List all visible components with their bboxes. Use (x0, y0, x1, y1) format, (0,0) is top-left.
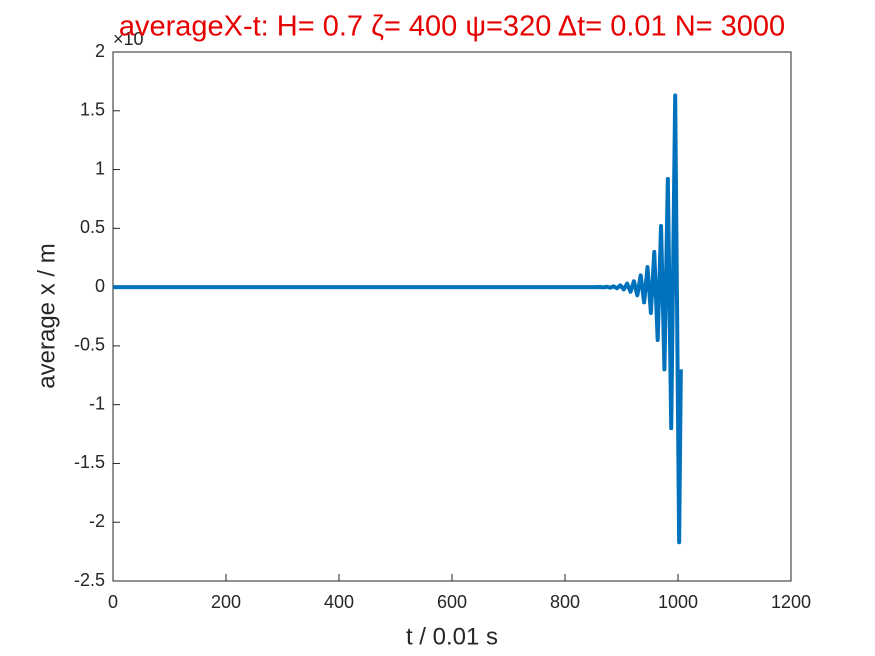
exponent-label: ×10 (113, 29, 144, 49)
y-tick-label: -2 (89, 511, 105, 531)
y-tick-label: -0.5 (74, 335, 105, 355)
y-tick-label: -1 (89, 393, 105, 413)
y-tick-label: 0.5 (80, 217, 105, 237)
y-tick-label: 0 (95, 276, 105, 296)
plot-area (112, 51, 792, 582)
x-tick-label: 1000 (658, 592, 698, 612)
y-tick-label: 2 (95, 41, 105, 61)
x-tick-label: 1200 (771, 592, 811, 612)
data-line (113, 93, 683, 545)
y-tick-label: -2.5 (74, 570, 105, 590)
y-axis-label: average x / m (33, 243, 60, 388)
y-tick-label: -1.5 (74, 452, 105, 472)
x-tick-label: 600 (437, 592, 467, 612)
y-tick-label: 1 (95, 158, 105, 178)
x-axis-label: t / 0.01 s (406, 623, 498, 650)
chart-title: averageX-t: H= 0.7 ζ= 400 ψ=320 Δt= 0.01… (119, 11, 785, 43)
x-tick-label: 200 (211, 592, 241, 612)
x-tick-label: 0 (108, 592, 118, 612)
y-tick-label: 1.5 (80, 100, 105, 120)
x-tick-label: 400 (324, 592, 354, 612)
x-tick-label: 800 (550, 592, 580, 612)
